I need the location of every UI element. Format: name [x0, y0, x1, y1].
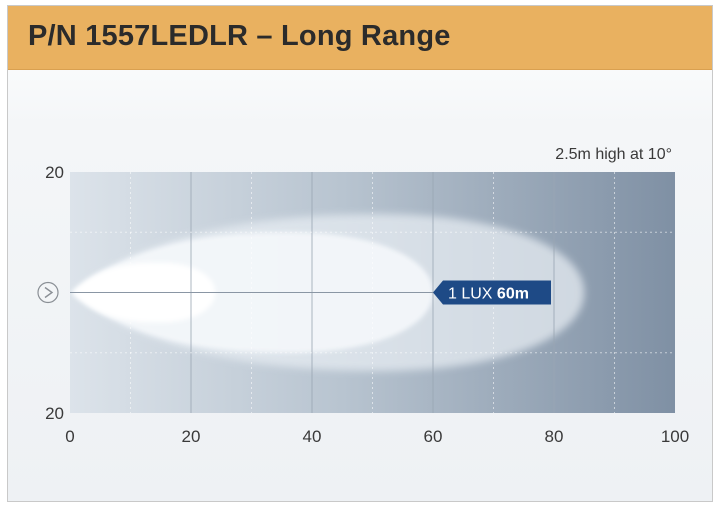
- y-tick-label: 20: [45, 404, 64, 423]
- lux-callout-box: [433, 280, 551, 305]
- x-axis-ticks: 0 20 40 60 80 100: [65, 427, 689, 446]
- x-tick-label: 0: [65, 427, 74, 446]
- headlamp-icon-chevron: [44, 286, 54, 299]
- x-tick-label: 60: [424, 427, 443, 446]
- headlamp-icon-ring: [37, 281, 59, 304]
- x-tick-label: 40: [303, 427, 322, 446]
- headlamp-icon: [37, 281, 59, 304]
- y-tick-label: 20: [45, 163, 64, 182]
- title-bar: P/N 1557LEDLR – Long Range: [8, 6, 712, 70]
- chart-title: P/N 1557LEDLR – Long Range: [28, 20, 451, 52]
- x-tick-label: 80: [545, 427, 564, 446]
- lux-callout: 1 LUX 60m: [433, 280, 551, 305]
- mounting-note: 2.5m high at 10°: [555, 146, 672, 163]
- lux-label: 1 LUX 60m: [448, 286, 529, 303]
- x-tick-label: 100: [661, 427, 689, 446]
- lux-level-text: 1 LUX: [448, 286, 497, 303]
- lux-distance-text: 60m: [497, 286, 529, 303]
- x-tick-label: 20: [182, 427, 201, 446]
